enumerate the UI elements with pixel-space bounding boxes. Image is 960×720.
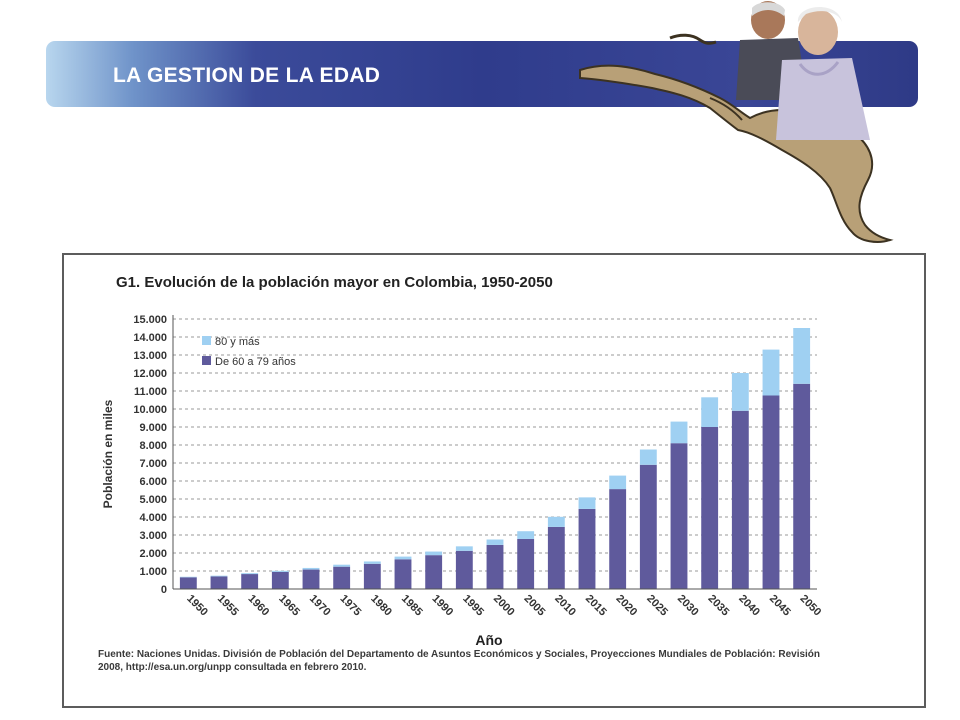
x-tick-label: 2050: [798, 593, 824, 619]
x-axis-label: Año: [475, 632, 502, 648]
legend-label: De 60 a 79 años: [215, 356, 296, 368]
map-shape: [579, 64, 894, 243]
x-tick-label: 2025: [644, 593, 670, 619]
x-tick-label: 2045: [767, 593, 793, 619]
bar-age-80-plus: [455, 546, 473, 551]
x-tick-label: 1955: [215, 593, 241, 619]
bar-age-60-79: [271, 571, 289, 589]
x-tick-label: 1985: [399, 593, 425, 619]
y-tick-label: 15.000: [133, 314, 167, 326]
bar-age-80-plus: [302, 567, 320, 570]
x-tick-label: 1950: [184, 593, 210, 619]
bar-age-80-plus: [793, 328, 811, 384]
bar-age-60-79: [609, 489, 627, 589]
y-tick-label: 8.000: [139, 440, 167, 452]
bar-age-60-79: [486, 544, 504, 589]
bar-age-80-plus: [271, 570, 289, 572]
y-tick-label: 3.000: [139, 530, 167, 542]
y-tick-label: 5.000: [139, 494, 167, 506]
bar-age-60-79: [394, 559, 412, 589]
bar-age-60-79: [333, 566, 351, 589]
x-tick-label: 2035: [706, 593, 732, 619]
bar-age-60-79: [179, 577, 197, 589]
woman-head: [798, 9, 838, 55]
x-tick-label: 1990: [430, 593, 456, 619]
bar-age-80-plus: [547, 516, 565, 527]
bar-age-60-79: [547, 526, 565, 589]
bar-age-80-plus: [670, 421, 688, 444]
bar-age-60-79: [241, 574, 259, 589]
y-tick-label: 0: [161, 584, 167, 596]
y-tick-label: 12.000: [133, 368, 167, 380]
bar-age-60-79: [731, 410, 749, 589]
x-tick-label: 2000: [491, 593, 517, 619]
x-tick-label: 1980: [368, 593, 394, 619]
y-tick-label: 2.000: [139, 548, 167, 560]
x-tick-label: 1970: [307, 593, 333, 619]
x-tick-label: 1965: [276, 593, 302, 619]
bar-age-60-79: [701, 427, 719, 589]
bar-age-60-79: [425, 555, 443, 589]
y-tick-label: 4.000: [139, 512, 167, 524]
bar-age-80-plus: [609, 475, 627, 490]
latin-america-elderly-illustration: [579, 1, 894, 243]
y-tick-label: 13.000: [133, 350, 167, 362]
bar-age-80-plus: [578, 497, 596, 509]
y-tick-label: 10.000: [133, 404, 167, 416]
bar-age-60-79: [639, 464, 657, 589]
x-tick-label: 2040: [736, 593, 762, 619]
bar-age-60-79: [210, 576, 228, 589]
page-title: LA GESTION DE LA EDAD: [113, 64, 381, 87]
bar-age-80-plus: [210, 575, 228, 577]
bar-age-60-79: [578, 508, 596, 589]
x-tick-label: 1975: [338, 593, 364, 619]
y-tick-label: 7.000: [139, 458, 167, 470]
bar-age-80-plus: [762, 349, 780, 396]
legend-swatch: [202, 356, 211, 365]
y-tick-label: 1.000: [139, 566, 167, 578]
bar-age-60-79: [363, 563, 381, 589]
bar-age-60-79: [455, 550, 473, 589]
bar-age-60-79: [302, 569, 320, 589]
y-tick-label: 11.000: [134, 386, 167, 398]
bar-age-80-plus: [333, 564, 351, 567]
bar-age-80-plus: [241, 573, 259, 575]
bar-age-80-plus: [179, 576, 197, 578]
bar-age-80-plus: [486, 539, 504, 545]
islands-shape: [669, 33, 717, 45]
x-tick-label: 2020: [614, 593, 640, 619]
bar-age-80-plus: [731, 373, 749, 411]
x-tick-label: 1960: [246, 593, 272, 619]
legend-label: 80 y más: [215, 336, 260, 348]
x-tick-label: 1995: [460, 593, 486, 619]
bar-age-60-79: [762, 395, 780, 589]
x-tick-label: 2030: [675, 593, 701, 619]
chart-source-note: Fuente: Naciones Unidas. División de Pob…: [98, 649, 821, 673]
x-tick-label: 2010: [552, 593, 578, 619]
bar-age-80-plus: [394, 556, 412, 560]
y-tick-label: 14.000: [133, 332, 167, 344]
bar-age-80-plus: [425, 551, 443, 556]
bar-age-60-79: [517, 538, 535, 589]
woman-body: [776, 58, 870, 140]
y-tick-label: 9.000: [139, 422, 167, 434]
bar-age-60-79: [793, 383, 811, 589]
population-chart: 0 1.000 2.000 3.000 4.000 5.000 6.000 7.000 8.00…: [101, 314, 824, 648]
y-tick-label: 6.000: [139, 476, 167, 488]
x-tick-label: 2005: [522, 593, 548, 619]
y-axis-label: Población en miles: [101, 399, 115, 508]
bar-age-80-plus: [517, 531, 535, 539]
legend-swatch: [202, 336, 211, 345]
bar-age-80-plus: [639, 449, 657, 465]
bar-age-60-79: [670, 443, 688, 589]
bar-age-80-plus: [701, 397, 719, 427]
x-tick-label: 2015: [583, 593, 609, 619]
chart-title: G1. Evolución de la población mayor en C…: [116, 274, 553, 291]
bar-age-80-plus: [363, 561, 381, 564]
